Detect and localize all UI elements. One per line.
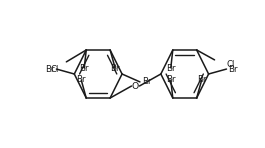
Text: O: O: [132, 82, 139, 91]
Text: Br: Br: [45, 65, 54, 74]
Text: Br: Br: [142, 77, 152, 86]
Text: Br: Br: [80, 64, 89, 73]
Text: Br: Br: [197, 75, 206, 84]
Text: Br: Br: [228, 65, 238, 74]
Text: Cl: Cl: [50, 65, 59, 74]
Text: Cl: Cl: [227, 60, 235, 69]
Text: Br: Br: [110, 64, 120, 73]
Text: Br: Br: [166, 75, 175, 84]
Text: Br: Br: [166, 64, 175, 73]
Text: Br: Br: [77, 75, 86, 84]
